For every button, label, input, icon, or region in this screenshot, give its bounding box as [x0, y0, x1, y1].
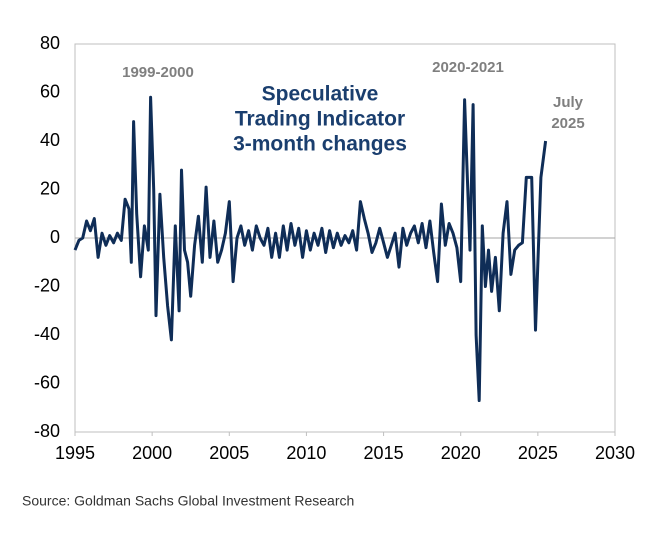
annotation: 2020-2021	[432, 59, 504, 76]
x-tick-label: 2000	[132, 443, 172, 463]
y-tick-label: 60	[40, 81, 60, 101]
x-tick-label: 2005	[209, 443, 249, 463]
y-tick-label: 80	[40, 33, 60, 53]
y-tick-label: -60	[34, 372, 60, 392]
y-tick-label: -80	[34, 421, 60, 441]
chart-title: 3-month changes	[233, 133, 407, 156]
x-tick-label: 2025	[518, 443, 558, 463]
x-tick-label: 2020	[441, 443, 481, 463]
y-tick-label: -40	[34, 324, 60, 344]
source: Source: Goldman Sachs Global Investment …	[22, 493, 354, 509]
annotation: 1999-2000	[122, 64, 194, 81]
y-tick-label: 20	[40, 178, 60, 198]
x-tick-label: 2015	[364, 443, 404, 463]
x-tick-label: 2030	[595, 443, 635, 463]
chart-title: Trading Indicator	[235, 108, 405, 131]
x-tick-label: 2010	[286, 443, 326, 463]
annotation: 2025	[551, 115, 584, 132]
x-tick-label: 1995	[55, 443, 95, 463]
y-tick-label: 0	[50, 227, 60, 247]
annotation: July	[553, 94, 584, 111]
data-line	[73, 95, 548, 402]
chart-title: Speculative	[262, 83, 379, 106]
y-tick-label: 40	[40, 130, 60, 150]
y-tick-label: -20	[34, 275, 60, 295]
